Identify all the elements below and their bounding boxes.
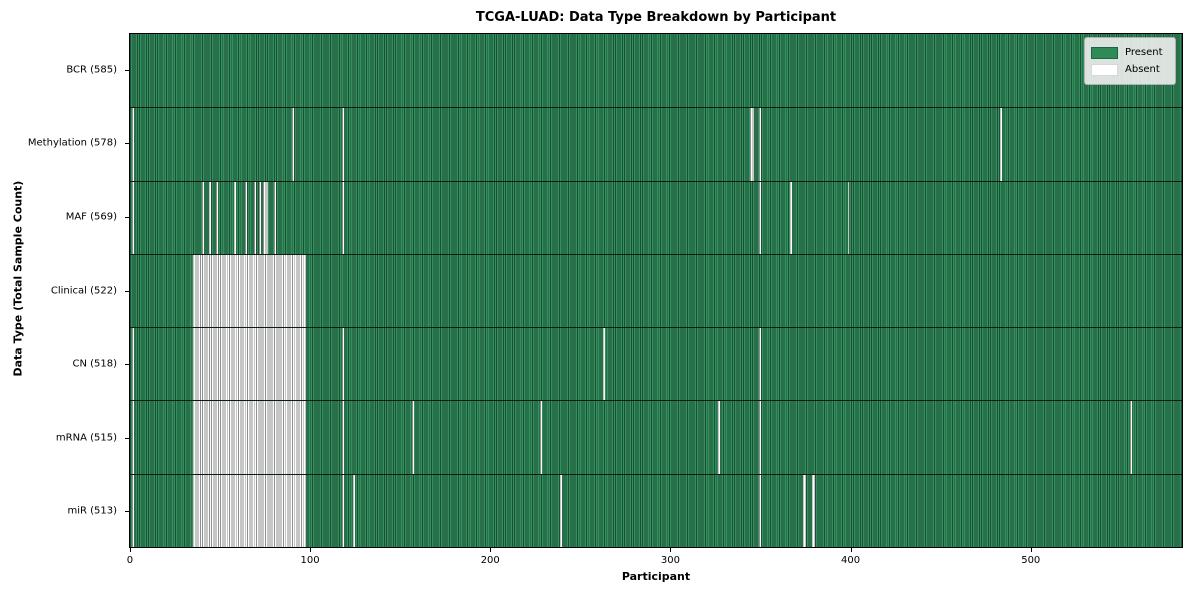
x-tick-mark (670, 548, 672, 552)
chart-title: TCGA-LUAD: Data Type Breakdown by Partic… (475, 10, 837, 25)
y-tick-label: CN (518) (72, 358, 117, 370)
absent-stripe (1000, 108, 1003, 181)
absent-stripe (1129, 401, 1132, 474)
y-tick-label: Clinical (522) (50, 285, 117, 296)
absent-stripe (259, 181, 262, 254)
absent-stripe (192, 401, 307, 474)
legend: Present Absent (1084, 37, 1176, 85)
row-cn (130, 327, 1182, 401)
y-tick-label: BCR (585) (66, 64, 117, 76)
absent-stripe (342, 328, 344, 401)
y-tick-mark (125, 69, 129, 71)
absent-stripe (131, 328, 134, 401)
absent-stripe (192, 328, 307, 401)
absent-stripe (540, 401, 542, 474)
absent-stripe (759, 474, 762, 547)
absent-stripe (291, 108, 294, 181)
x-tick-mark (129, 548, 131, 552)
absent-stripe (234, 181, 237, 254)
absent-stripe (254, 181, 256, 254)
absent-stripe (131, 401, 134, 474)
absent-stripe (750, 108, 754, 181)
row-mir (130, 473, 1182, 547)
plot-area (129, 33, 1183, 548)
row-mrna (130, 400, 1182, 474)
y-tick-label: MAF (569) (65, 211, 117, 223)
absent-stripe (847, 181, 850, 254)
absent-stripe (811, 474, 816, 547)
legend-label: Present (1125, 47, 1163, 58)
row-bcr (130, 34, 1182, 108)
absent-stripe (802, 474, 807, 547)
absent-stripe (245, 181, 247, 254)
y-tick-label: Methylation (578) (27, 137, 117, 149)
absent-stripe (342, 181, 344, 254)
y-axis-title: Data Type (Total Sample Count) (11, 180, 25, 377)
absent-stripe (602, 328, 605, 401)
x-tick-mark (310, 548, 312, 552)
absent-stripe (273, 181, 276, 254)
x-tick-label: 200 (480, 555, 500, 566)
x-axis-title: Participant (621, 570, 691, 583)
x-tick-label: 300 (660, 555, 680, 566)
absent-stripe (342, 108, 344, 181)
row-clinical (130, 253, 1182, 328)
absent-stripe (263, 181, 269, 254)
legend-label: Absent (1125, 64, 1160, 75)
absent-stripe (192, 254, 307, 328)
absent-stripe (718, 401, 720, 474)
y-tick-label: mRNA (515) (55, 432, 117, 444)
x-tick-label: 0 (126, 555, 134, 566)
y-tick-mark (125, 437, 129, 439)
y-tick-mark (125, 143, 129, 145)
absent-stripe (559, 474, 562, 547)
x-tick-label: 500 (1021, 555, 1041, 566)
absent-stripe (759, 328, 762, 401)
y-tick-mark (125, 511, 129, 513)
absent-stripe (216, 181, 219, 254)
absent-stripe (192, 474, 307, 547)
legend-swatch-absent (1091, 63, 1118, 76)
absent-stripe (412, 401, 415, 474)
row-methylation (130, 107, 1182, 181)
x-tick-mark (850, 548, 852, 552)
x-tick-mark (490, 548, 492, 552)
x-tick-label: 400 (841, 555, 861, 566)
absent-stripe (759, 108, 762, 181)
absent-stripe (352, 474, 355, 547)
row-maf (130, 180, 1182, 254)
y-tick-label: miR (513) (67, 505, 117, 517)
absent-stripe (342, 401, 344, 474)
y-tick-mark (125, 364, 129, 366)
absent-stripe (131, 108, 134, 181)
y-tick-mark (125, 216, 129, 218)
legend-swatch-present (1091, 46, 1118, 59)
absent-stripe (209, 181, 211, 254)
absent-stripe (131, 474, 134, 547)
absent-stripe (201, 181, 204, 254)
absent-stripe (342, 474, 344, 547)
legend-item-absent: Absent (1091, 61, 1167, 78)
absent-stripe (759, 181, 762, 254)
legend-item-present: Present (1091, 44, 1167, 61)
x-tick-mark (1030, 548, 1032, 552)
absent-stripe (789, 181, 792, 254)
y-tick-mark (125, 290, 129, 292)
x-tick-label: 100 (300, 555, 320, 566)
absent-stripe (759, 401, 762, 474)
absent-stripe (131, 181, 134, 254)
